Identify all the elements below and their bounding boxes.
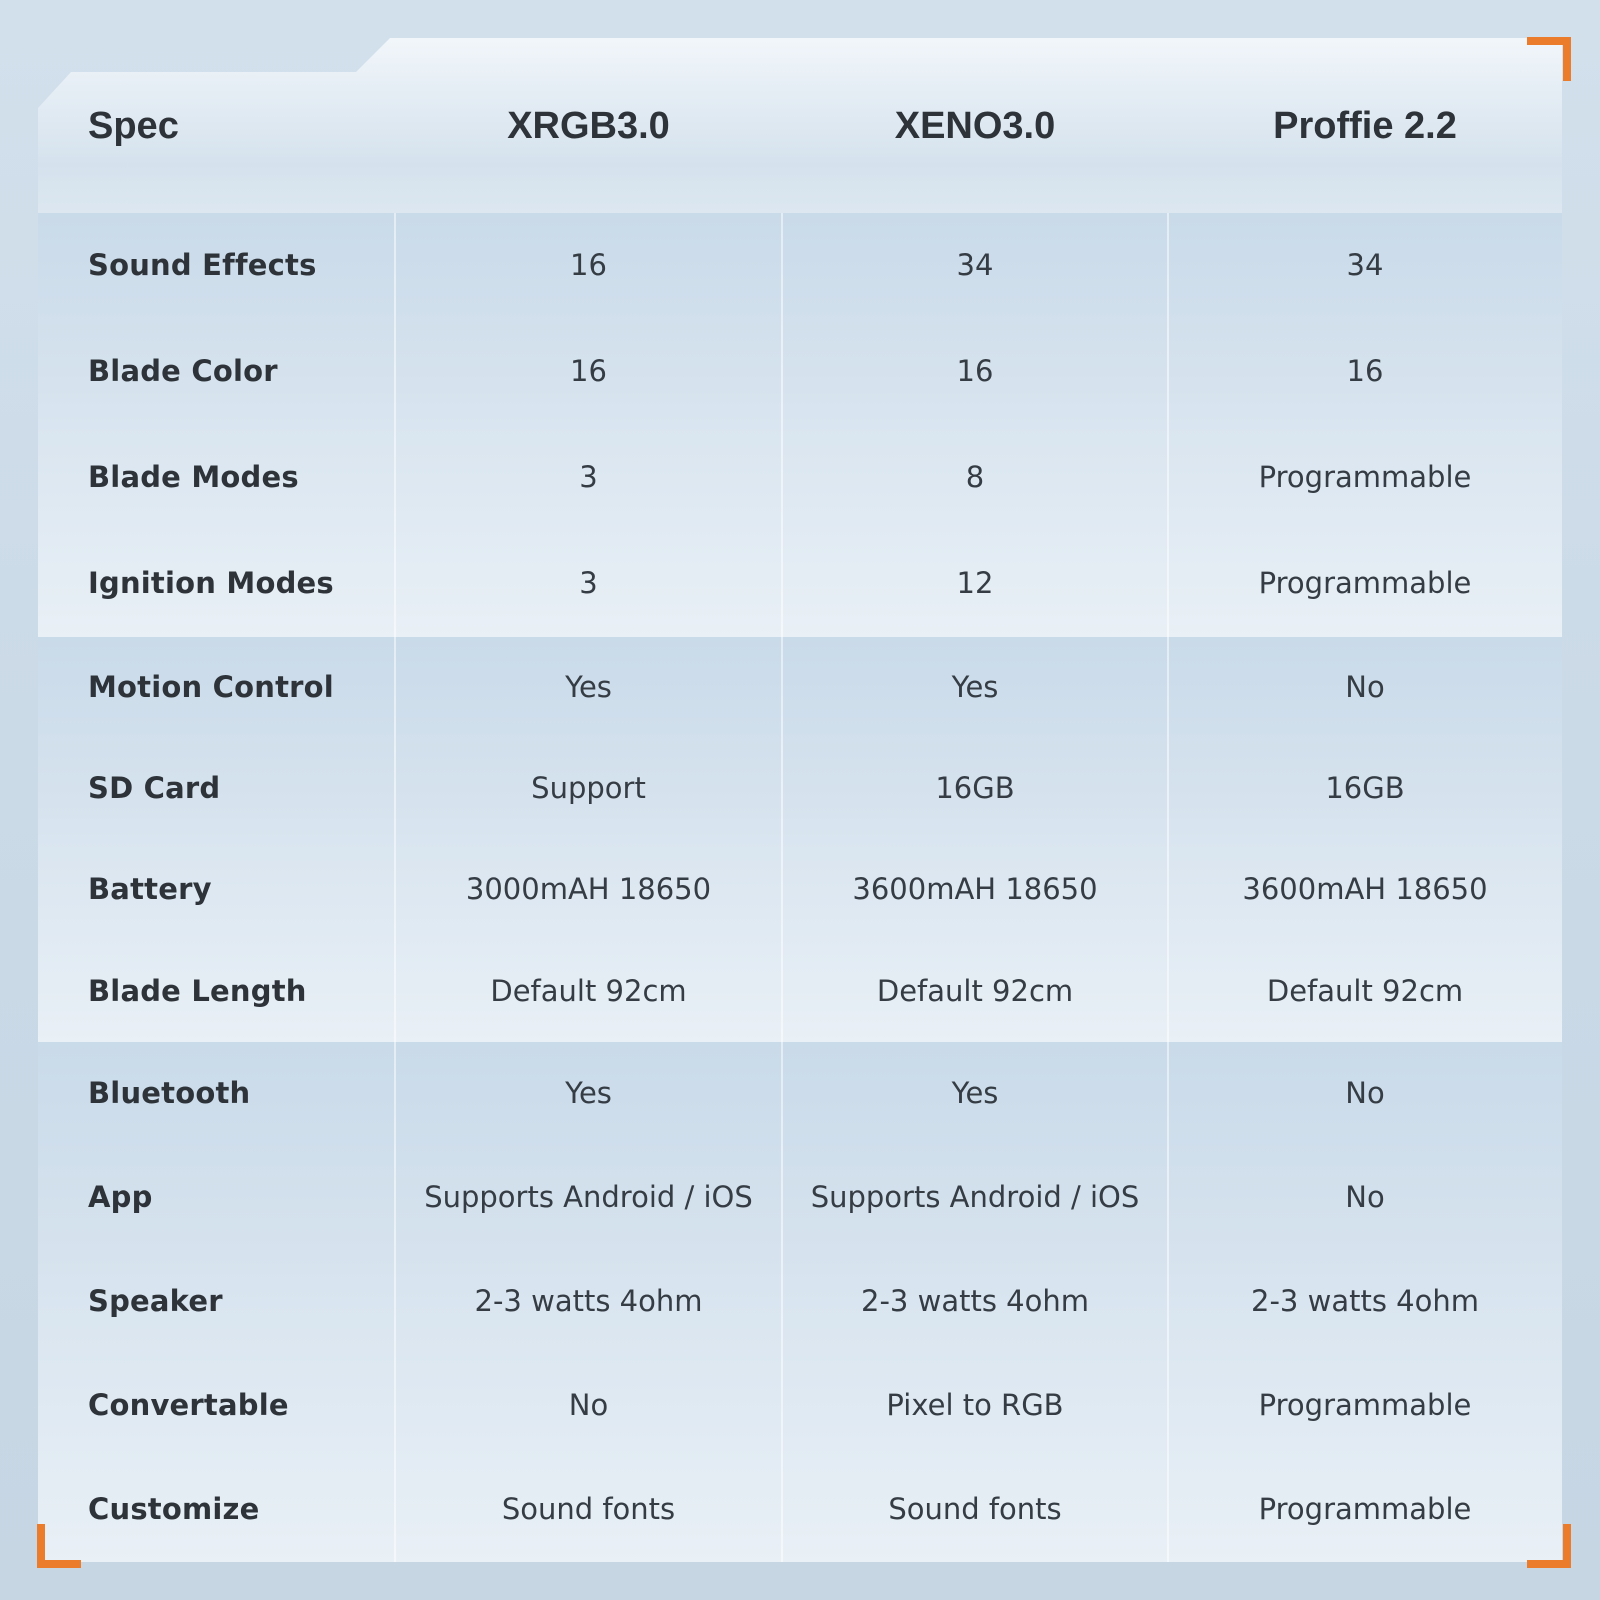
spec-row: Blade Length Default 92cm Default 92cm Defa…: [38, 941, 1562, 1042]
spec-value: 3000mAH 18650: [465, 872, 712, 907]
spec-value: Programmable: [1258, 1492, 1472, 1527]
spec-value: 34: [956, 248, 994, 283]
spec-row: Motion Control Yes Yes No: [38, 637, 1562, 738]
spec-value: Support: [531, 771, 646, 806]
header-col-proffie22: Proffie 2.2: [1273, 104, 1457, 147]
spec-value: 16: [1346, 354, 1384, 389]
spec-value: Default 92cm: [876, 973, 1074, 1008]
spec-value: Sound fonts: [501, 1492, 676, 1527]
spec-label: Ignition Modes: [88, 566, 334, 601]
section-modes: Sound Effects 16 34 34 Blade Color 16 16 16 Blad…: [38, 213, 1562, 637]
spec-value: 12: [956, 566, 994, 601]
spec-value: 2-3 watts 4ohm: [861, 1284, 1089, 1319]
spec-value: No: [1345, 1076, 1385, 1111]
spec-row: Speaker 2-3 watts 4ohm 2-3 watts 4ohm 2-3 w…: [38, 1250, 1562, 1354]
spec-value: Programmable: [1258, 566, 1472, 601]
spec-row: Customize Sound fonts Sound fonts Programma…: [38, 1458, 1562, 1562]
spec-value: Yes: [951, 669, 999, 704]
spec-label: Blade Modes: [88, 460, 299, 495]
header-col-xrgb30: XRGB3.0: [507, 104, 670, 147]
spec-value: Programmable: [1258, 460, 1472, 495]
spec-value: 3: [579, 566, 598, 601]
spec-value: Supports Android / iOS: [424, 1180, 753, 1215]
spec-value: 2-3 watts 4ohm: [474, 1284, 703, 1319]
spec-row: App Supports Android / iOS Supports Androi…: [38, 1146, 1562, 1250]
spec-label: Convertable: [88, 1388, 289, 1423]
spec-label: Sound Effects: [88, 248, 317, 283]
spec-value: 3600mAH 18650: [852, 872, 1098, 907]
spec-value: 34: [1346, 248, 1384, 283]
spec-value: No: [1345, 1180, 1385, 1215]
spec-value: 2-3 watts 4ohm: [1251, 1284, 1479, 1319]
spec-row: Ignition Modes 3 12 Programmable: [38, 531, 1562, 637]
spec-value: Default 92cm: [1266, 973, 1464, 1008]
header-col-spec: Spec: [88, 104, 179, 147]
spec-value: Default 92cm: [490, 973, 687, 1008]
spec-row: SD Card Support 16GB 16GB: [38, 738, 1562, 839]
spec-label: Bluetooth: [88, 1076, 251, 1111]
spec-label: App: [88, 1180, 153, 1215]
spec-row: Battery 3000mAH 18650 3600mAH 18650 3600mAH…: [38, 840, 1562, 941]
spec-row: Bluetooth Yes Yes No: [38, 1042, 1562, 1146]
spec-row: Blade Color 16 16 16: [38, 319, 1562, 425]
spec-value: Yes: [565, 1076, 612, 1111]
spec-label: Blade Color: [88, 354, 278, 389]
spec-label: SD Card: [88, 771, 221, 806]
spec-value: Yes: [951, 1076, 999, 1111]
spec-label: Motion Control: [88, 669, 334, 704]
spec-value: 3600mAH 18650: [1242, 872, 1488, 907]
spec-value: 8: [965, 460, 985, 495]
spec-value: 16GB: [935, 771, 1015, 806]
section-connectivity: Bluetooth Yes Yes No App Supports Android / i…: [38, 1042, 1562, 1562]
spec-value: No: [1345, 669, 1385, 704]
comparison-table: Spec XRGB3.0 XENO3.0 Proffie 2.2 Sound E…: [38, 38, 1562, 1562]
spec-row: Sound Effects 16 34 34: [38, 213, 1562, 319]
spec-value: No: [568, 1388, 609, 1423]
spec-value: 16: [570, 354, 607, 389]
spec-value: 16: [956, 354, 994, 389]
spec-row: Blade Modes 3 8 Programmable: [38, 425, 1562, 531]
spec-label: Speaker: [88, 1284, 223, 1319]
header-col-xeno30: XENO3.0: [894, 104, 1056, 147]
spec-value: Sound fonts: [888, 1492, 1062, 1527]
spec-value: Programmable: [1258, 1388, 1472, 1423]
spec-value: Yes: [565, 669, 612, 704]
spec-value: 16GB: [1325, 771, 1405, 806]
spec-value: 16: [570, 248, 607, 283]
spec-label: Blade Length: [88, 973, 307, 1008]
spec-label: Battery: [88, 872, 212, 907]
spec-value: Pixel to RGB: [886, 1388, 1064, 1423]
section-hardware: Motion Control Yes Yes No SD Card Support 16GB…: [38, 637, 1562, 1042]
table-header: Spec XRGB3.0 XENO3.0 Proffie 2.2: [38, 38, 1562, 213]
table-body: Sound Effects 16 34 34 Blade Color 16 16 16 Blad…: [38, 213, 1562, 1562]
spec-value: Supports Android / iOS: [810, 1180, 1140, 1215]
spec-label: Customize: [88, 1492, 260, 1527]
spec-row: Convertable No Pixel to RGB Programmable: [38, 1354, 1562, 1458]
spec-value: 3: [579, 460, 598, 495]
